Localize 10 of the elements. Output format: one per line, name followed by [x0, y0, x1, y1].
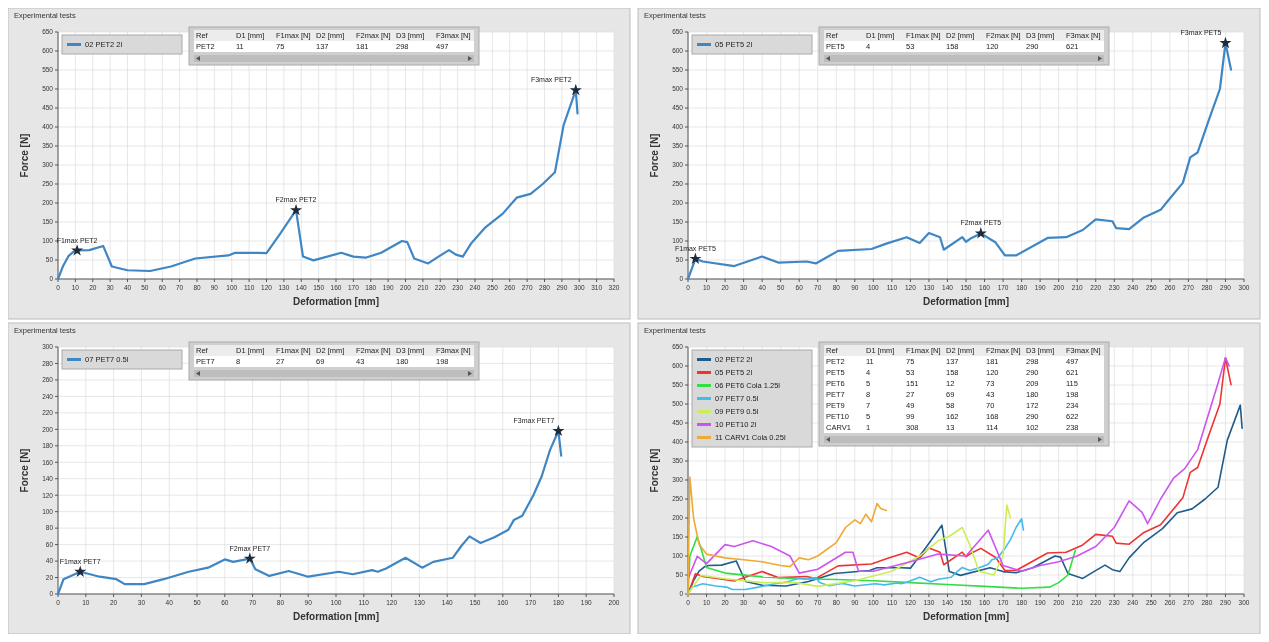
y-axis-title: Force [N] [19, 133, 30, 178]
x-axis-title: Deformation [mm] [922, 611, 1010, 622]
line-series [687, 504, 1012, 595]
y-axis-title: Force [N] [649, 448, 660, 493]
y-axis-title: Force [N] [19, 448, 30, 493]
x-axis-title: Deformation [mm] [292, 611, 380, 622]
line-series [687, 476, 888, 595]
x-axis-title: Deformation [mm] [292, 296, 380, 307]
x-axis-title: Deformation [mm] [922, 296, 1010, 307]
y-axis-title: Force [N] [649, 133, 660, 178]
